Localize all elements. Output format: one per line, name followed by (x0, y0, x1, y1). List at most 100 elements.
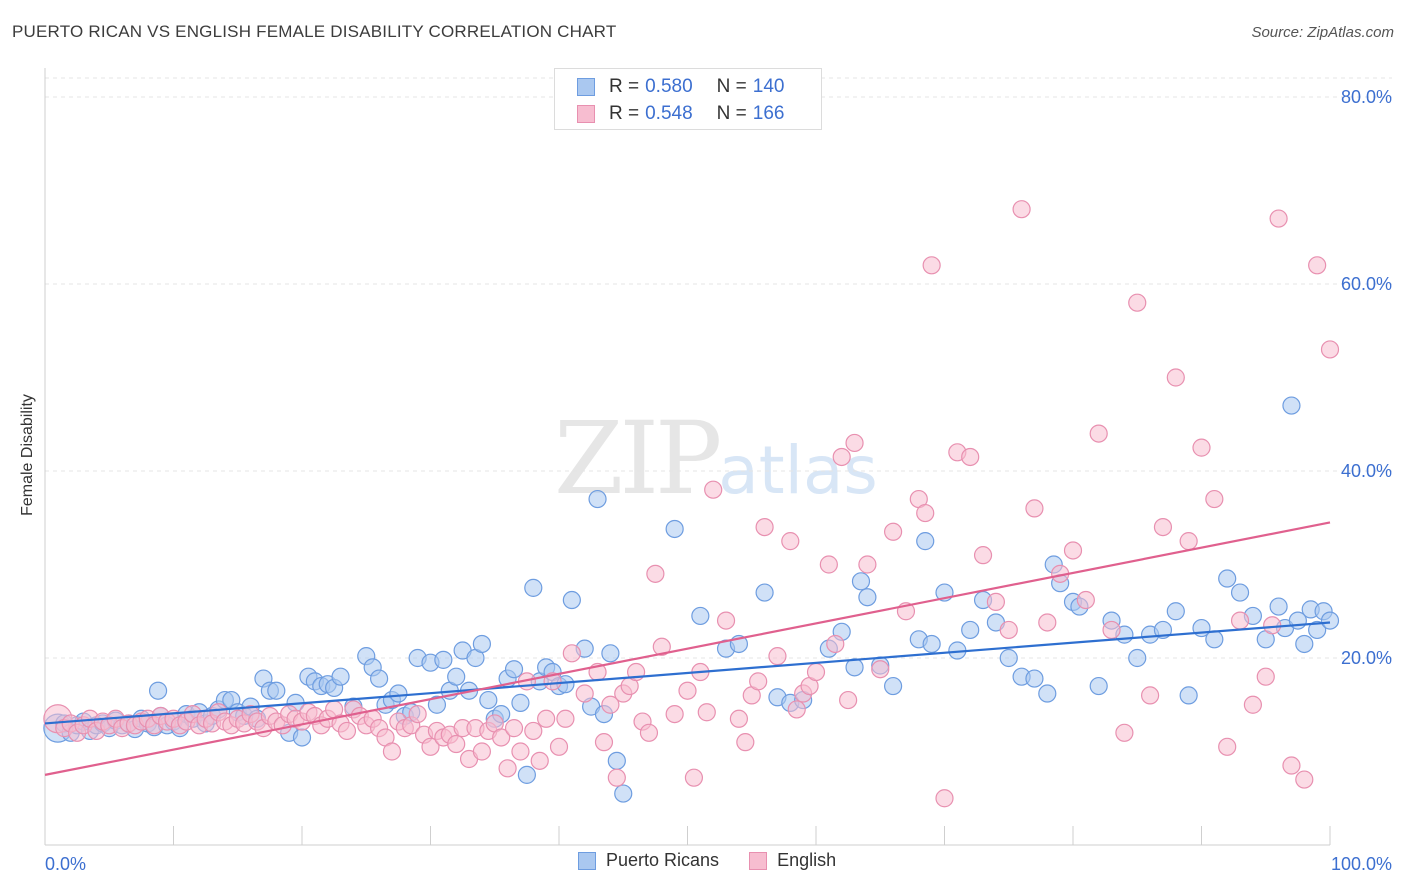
english-point (678, 681, 697, 700)
puerto-rican-point (148, 681, 168, 700)
english-point (639, 723, 659, 742)
english-point (999, 620, 1018, 640)
puerto-rican-point (858, 588, 877, 607)
r-label: R = (609, 103, 640, 124)
puerto-rican-point (1308, 620, 1327, 640)
legend-label: Puerto Ricans (606, 850, 720, 870)
puerto-rican-point (1025, 669, 1044, 688)
series-legend: Puerto Ricans English (578, 850, 866, 871)
english-point (1115, 723, 1134, 742)
puerto-rican-point (479, 690, 498, 710)
puerto-rican-point (665, 519, 684, 539)
y-tick-label: 40.0% (1341, 461, 1392, 481)
stats-legend-row-puerto-ricans: R = 0.580 N = 140 (577, 74, 784, 100)
english-trend-line (44, 521, 1331, 776)
legend-item-english[interactable]: English (749, 850, 836, 871)
y-tick-label: 60.0% (1341, 274, 1392, 294)
english-point (498, 759, 517, 778)
n-value: 166 (752, 103, 785, 124)
puerto-rican-point (1038, 684, 1057, 703)
source-credit: Source: ZipAtlas.com (1251, 24, 1394, 41)
puerto-rican-point (267, 681, 286, 700)
english-point (1308, 256, 1327, 275)
english-point (1243, 695, 1263, 714)
puerto-rican-point (1269, 597, 1288, 616)
puerto-rican-point (517, 765, 536, 784)
english-point (524, 721, 543, 741)
english-point (607, 768, 626, 787)
english-point (1230, 611, 1250, 630)
stats-legend: R = 0.580 N = 140 R = 0.548 N = 166 (554, 68, 822, 130)
english-point (871, 660, 890, 679)
english-point (935, 789, 954, 808)
english-point (421, 737, 440, 756)
english-point (916, 503, 935, 523)
english-point (382, 742, 402, 761)
english-point (556, 709, 575, 728)
english-point (986, 592, 1006, 612)
english-point (755, 517, 774, 537)
english-point (973, 546, 993, 565)
puerto-rican-point (331, 667, 350, 686)
puerto-rican-point (511, 693, 530, 712)
puerto-rican-point (447, 667, 466, 686)
y-tick-label: 20.0% (1341, 648, 1392, 668)
puerto-rican-point (1205, 630, 1224, 649)
legend-label: English (777, 850, 837, 870)
puerto-rican-point (389, 684, 408, 703)
puerto-rican-point (1166, 602, 1185, 621)
puerto-rican-point (472, 634, 491, 654)
puerto-rican-point (1128, 648, 1147, 668)
english-point (504, 719, 524, 738)
english-point (1038, 613, 1057, 632)
english-point (1012, 200, 1031, 219)
english-point (543, 672, 562, 691)
legend-item-puerto-ricans[interactable]: Puerto Ricans (578, 850, 719, 871)
english-point (575, 684, 594, 703)
puerto-rican-point (851, 572, 871, 591)
english-point (1128, 293, 1147, 312)
english-point (961, 447, 980, 467)
puerto-rican-point (1089, 676, 1108, 696)
english-point (1269, 209, 1288, 228)
english-point (684, 768, 704, 787)
english-point (1256, 667, 1275, 686)
english-point (665, 704, 684, 724)
english-point (1295, 770, 1314, 789)
puerto-rican-point (292, 728, 312, 747)
english-point (922, 256, 941, 275)
puerto-rican-point (1295, 634, 1314, 654)
english-point (549, 737, 569, 756)
english-point (806, 662, 826, 682)
puerto-rican-point (434, 650, 453, 669)
english-point (1102, 620, 1121, 640)
english-point (1218, 737, 1237, 756)
n-label: N = (716, 76, 747, 97)
puerto-rican-point (961, 620, 980, 640)
english-point (511, 742, 530, 761)
english-point (781, 532, 800, 551)
pink-swatch-icon (749, 851, 768, 870)
english-point (1192, 438, 1211, 457)
pink-swatch-icon (577, 105, 595, 123)
puerto-rican-point (504, 660, 524, 679)
puerto-rican-point (614, 784, 633, 803)
english-point (1179, 532, 1198, 551)
puerto-rican-trend-line (44, 621, 1331, 725)
english-point (704, 480, 723, 499)
puerto-rican-point (1218, 569, 1237, 588)
puerto-rican-point (1179, 686, 1198, 705)
english-point (883, 522, 903, 541)
puerto-rican-point (916, 532, 935, 551)
english-point (826, 634, 845, 654)
x-tick-label: 100.0% (1331, 854, 1392, 874)
puerto-rican-point (588, 489, 607, 509)
puerto-rican-point (922, 634, 941, 654)
english-point (736, 733, 755, 752)
puerto-rican-point (691, 606, 710, 626)
r-value: 0.548 (645, 103, 693, 124)
english-point (819, 555, 838, 574)
english-point (1140, 686, 1160, 705)
english-point (697, 703, 716, 722)
english-point (1153, 517, 1173, 537)
